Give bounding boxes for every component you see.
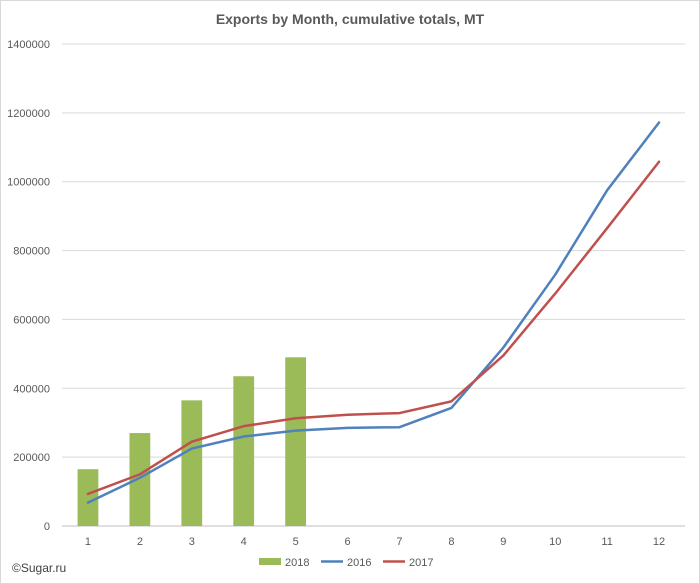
legend-label-2018: 2018 [285, 557, 309, 569]
legend-label-2017: 2017 [409, 557, 433, 569]
x-tick-label: 11 [601, 536, 612, 548]
x-tick-label: 6 [344, 536, 350, 548]
bar-2018 [77, 469, 99, 526]
credit-text: ©Sugar.ru [12, 561, 66, 575]
x-tick-label: 1 [85, 536, 91, 548]
x-tick-label: 9 [500, 536, 506, 548]
y-tick-label: 400000 [13, 383, 50, 395]
x-tick-label: 3 [189, 536, 195, 548]
bar-series [77, 357, 307, 526]
bar-2018 [233, 376, 255, 526]
bar-2018 [181, 400, 203, 526]
bar-2018 [285, 357, 307, 526]
y-tick-label: 1200000 [7, 108, 50, 120]
y-tick-label: 200000 [13, 452, 50, 464]
x-tick-label: 10 [549, 536, 561, 548]
legend: 2018 2016 2017 [259, 557, 433, 569]
line-2017 [86, 160, 661, 496]
x-tick-label: 4 [241, 536, 247, 548]
x-tick-label: 7 [396, 536, 402, 548]
y-tick-label: 600000 [13, 314, 50, 326]
bar-2018 [129, 433, 151, 526]
y-tick-label: 800000 [13, 246, 50, 258]
y-tick-label: 0 [44, 521, 50, 533]
x-tick-label: 2 [137, 536, 143, 548]
x-tick-label: 8 [448, 536, 454, 548]
line-series [86, 121, 661, 504]
line-2016 [86, 121, 661, 504]
legend-label-2016: 2016 [347, 557, 371, 569]
gridlines [62, 43, 685, 527]
x-axis: 1 2 3 4 5 6 7 8 9 10 11 12 [85, 536, 665, 548]
x-tick-label: 12 [653, 536, 665, 548]
chart-title: Exports by Month, cumulative totals, MT [216, 11, 485, 27]
y-tick-label: 1000000 [7, 177, 50, 189]
legend-swatch-2018 [259, 558, 281, 565]
x-tick-label: 5 [293, 536, 299, 548]
y-tick-label: 1400000 [7, 39, 50, 51]
y-axis: 0 200000 400000 600000 800000 1000000 1200000 1… [7, 39, 50, 533]
